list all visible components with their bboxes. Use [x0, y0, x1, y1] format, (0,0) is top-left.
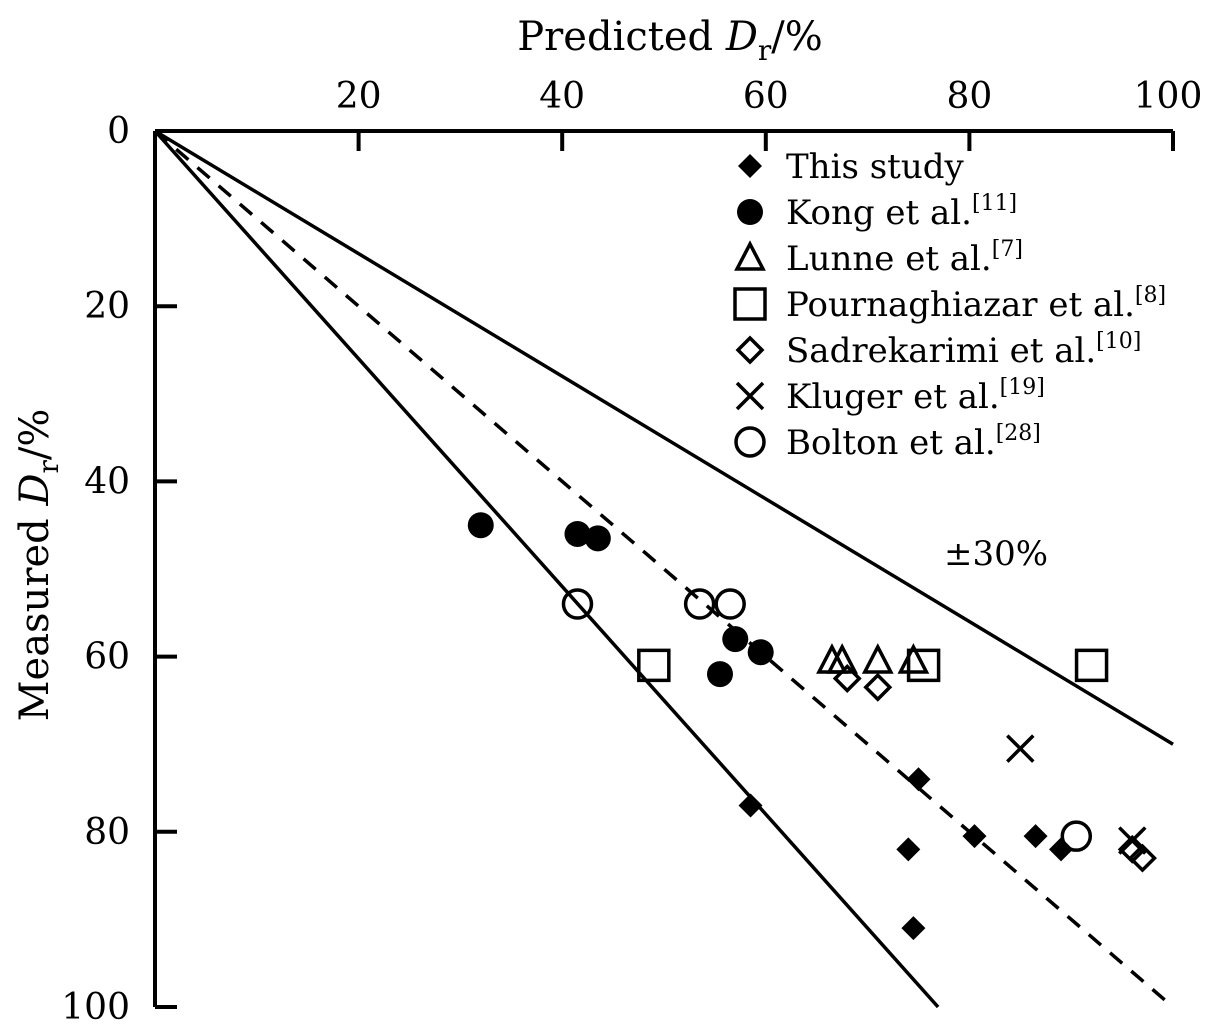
- error-bound-line: [153, 129, 940, 1009]
- legend-entry-label: Kong et al.[11]: [786, 191, 1017, 233]
- data-point-filled-diamond: [1049, 837, 1074, 862]
- data-point-open-diamond: [832, 664, 862, 693]
- legend-series-name: Kluger et al.: [786, 377, 1000, 417]
- y-tick-label: 100: [61, 987, 130, 1028]
- y-tick-label: 60: [84, 637, 130, 678]
- x-tick-label: 100: [1134, 76, 1203, 117]
- data-point-open-triangle: [861, 643, 894, 674]
- y-tick-label: 80: [84, 812, 130, 853]
- legend-marker-open-triangle: [734, 240, 766, 271]
- legend-series-ref: [7]: [992, 237, 1023, 262]
- legend-series-name: Lunne et al.: [786, 239, 992, 279]
- legend-marker-open-square: [733, 287, 767, 321]
- legend-marker-filled-circle: [737, 199, 763, 225]
- data-point-filled-circle: [467, 512, 494, 539]
- x-axis-ticks: 20 40 60 80 100: [336, 76, 1203, 151]
- data-point-open-circle: [714, 588, 746, 620]
- legend-series-ref: [10]: [1096, 329, 1141, 354]
- legend-entry-label: Pournaghiazar et al.[8]: [786, 283, 1166, 325]
- data-point-filled-diamond: [1023, 824, 1048, 849]
- legend-entry-label: Bolton et al.[28]: [786, 421, 1041, 463]
- x-tick-label: 20: [336, 76, 382, 117]
- data-points: [467, 512, 1157, 941]
- data-point-filled-circle: [706, 661, 733, 688]
- data-point-open-circle: [683, 588, 716, 620]
- x-tick-label: 80: [946, 76, 992, 117]
- legend-marker-open-diamond: [735, 335, 765, 365]
- legend-series-name: Sadrekarimi et al.: [786, 331, 1096, 371]
- data-point-open-diamond: [863, 672, 893, 702]
- y-tick-label: 40: [84, 461, 130, 502]
- legend-series-name: Bolton et al.: [786, 423, 996, 463]
- reference-lines: [153, 129, 1175, 1009]
- legend-series-ref: [11]: [972, 191, 1017, 216]
- legend-entry-label: Kluger et al.[19]: [786, 375, 1045, 417]
- data-point-filled-diamond: [738, 793, 763, 818]
- y-axis-title-sub: r: [32, 459, 65, 473]
- legend-series-name: Pournaghiazar et al.: [786, 285, 1135, 325]
- data-point-open-square: [906, 648, 941, 683]
- legend-entry-label: Sadrekarimi et al.[10]: [786, 329, 1141, 371]
- x-tick-label: 60: [743, 76, 789, 117]
- data-point-filled-circle: [747, 639, 774, 666]
- y-tick-label: 0: [107, 111, 130, 152]
- data-point-open-circle: [561, 588, 594, 620]
- legend-series-ref: [8]: [1135, 283, 1166, 308]
- y-axis-ticks: 0 20 40 60 80 100: [61, 111, 177, 1028]
- y-axis-title-unit: /%: [12, 409, 58, 460]
- error-bound-line: [154, 129, 1174, 746]
- data-point-filled-circle: [564, 520, 591, 547]
- y-axis-title-text: Measured: [12, 506, 58, 722]
- x-axis-title-text: Predicted: [517, 14, 726, 60]
- x-axis-title-sub: r: [758, 34, 772, 67]
- legend-marker-filled-diamond: [738, 154, 762, 178]
- data-point-open-circle: [1060, 820, 1093, 852]
- error-band-annotation: ±30%: [944, 534, 1048, 574]
- legend-marker-open-circle: [734, 426, 766, 458]
- legend-series-ref: [28]: [996, 421, 1041, 446]
- data-point-cross: [1006, 734, 1035, 763]
- legend-series-name: This study: [786, 147, 964, 187]
- x-tick-label: 40: [539, 76, 585, 117]
- x-axis-title-unit: /%: [771, 14, 822, 60]
- data-point-open-square: [637, 648, 671, 683]
- data-point-cross: [1118, 826, 1147, 855]
- legend-marker-cross: [735, 381, 765, 411]
- x-axis-title: Predicted Dr/%: [517, 14, 823, 67]
- data-point-open-square: [1074, 648, 1109, 683]
- legend-series-ref: [19]: [1000, 375, 1045, 400]
- data-point-open-diamond: [1127, 843, 1157, 873]
- data-point-filled-diamond: [962, 824, 987, 849]
- y-tick-label: 20: [84, 286, 130, 327]
- data-point-filled-diamond: [901, 916, 926, 941]
- legend-entry-label: This study: [786, 147, 964, 187]
- y-axis-title-var: D: [12, 473, 58, 506]
- y-axis-title: Measured Dr/%: [12, 409, 65, 722]
- data-point-filled-circle: [722, 626, 749, 653]
- data-point-filled-diamond: [906, 767, 931, 792]
- legend-entry-label: Lunne et al.[7]: [786, 237, 1023, 279]
- legend-series-name: Kong et al.: [786, 193, 972, 233]
- data-point-filled-circle: [584, 525, 611, 552]
- x-axis-title-var: D: [725, 14, 758, 60]
- data-point-filled-diamond: [896, 837, 921, 862]
